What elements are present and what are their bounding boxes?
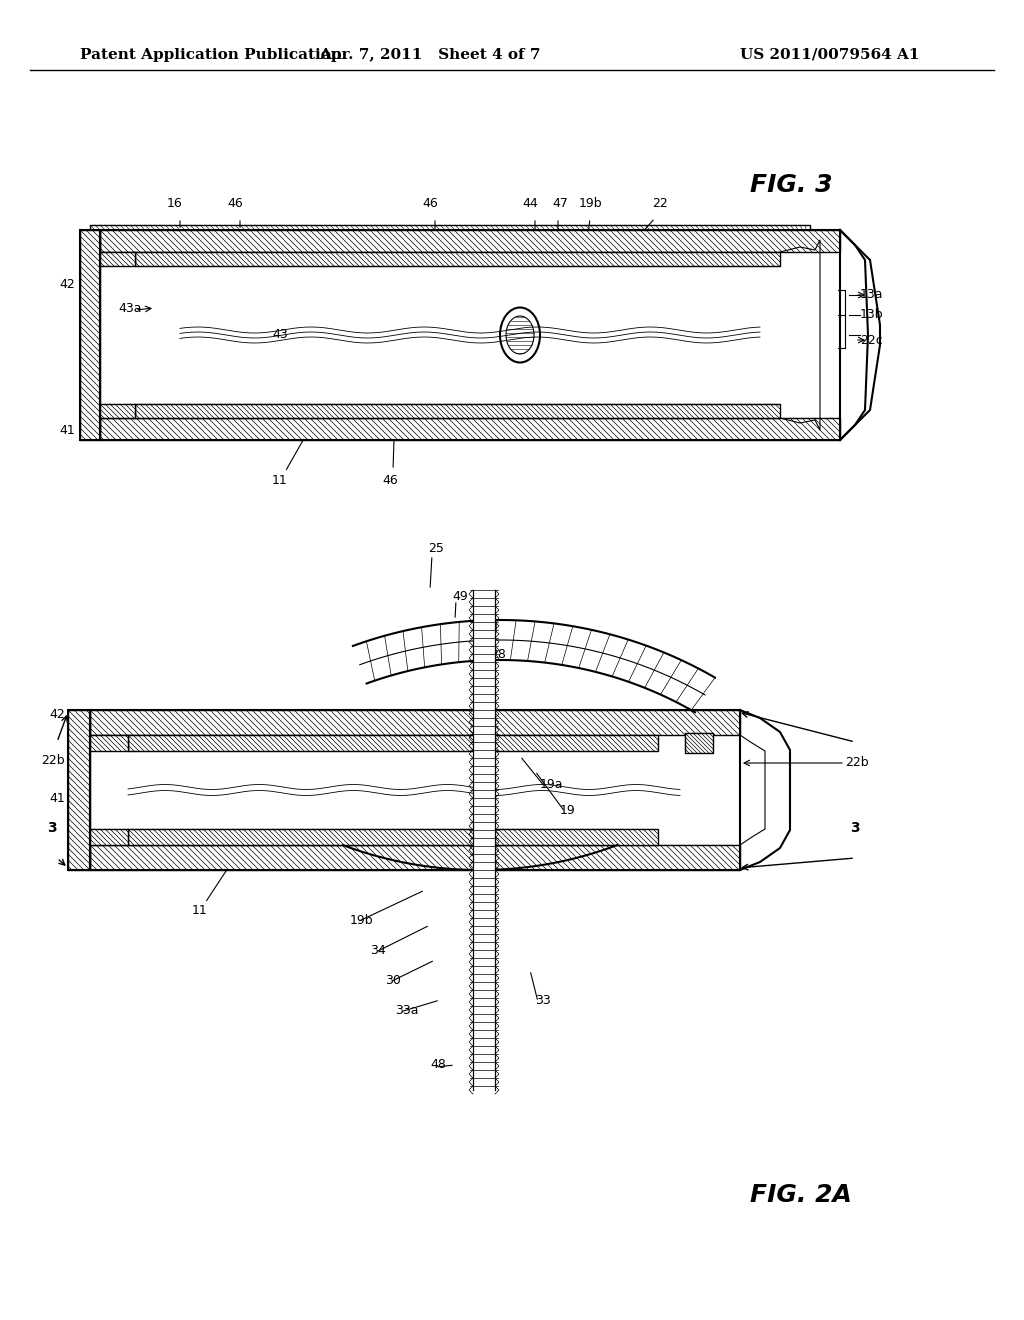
Text: 13b: 13b (860, 309, 884, 322)
Text: 22: 22 (652, 197, 668, 210)
Text: 43: 43 (155, 731, 171, 744)
Text: 19b: 19b (579, 197, 602, 210)
Text: 42: 42 (59, 279, 75, 292)
Bar (112, 247, 788, 413)
Text: 3: 3 (850, 821, 860, 836)
Bar (90, 829, 128, 845)
Text: 28: 28 (490, 648, 506, 661)
Text: 13a: 13a (860, 289, 884, 301)
Text: 41: 41 (59, 424, 75, 437)
Text: 41: 41 (49, 792, 65, 804)
Bar (90, 751, 128, 829)
Bar (90, 735, 128, 751)
Text: 11: 11 (193, 903, 208, 916)
Text: 52: 52 (218, 726, 233, 739)
Bar (100, 418, 840, 440)
Bar (90, 710, 740, 870)
Bar (685, 733, 713, 752)
Text: 43a: 43a (118, 301, 141, 314)
Text: 49: 49 (452, 590, 468, 602)
Bar (68, 710, 90, 870)
Text: 22b: 22b (845, 755, 868, 768)
Text: 33a: 33a (395, 1003, 419, 1016)
Bar (100, 230, 840, 440)
Bar (90, 710, 740, 735)
Text: 29: 29 (315, 714, 331, 726)
Bar (100, 230, 840, 252)
Text: 48: 48 (430, 1059, 445, 1072)
Text: 22: 22 (115, 731, 131, 744)
Text: 19: 19 (560, 804, 575, 817)
Text: 30: 30 (385, 974, 400, 986)
Text: 25: 25 (428, 541, 443, 554)
Bar (473, 590, 495, 1090)
Text: 42: 42 (49, 709, 65, 722)
Text: 16: 16 (167, 197, 183, 210)
Text: 34: 34 (370, 944, 386, 957)
Bar (68, 710, 90, 870)
Text: 47: 47 (480, 1003, 496, 1016)
Text: FIG. 2A: FIG. 2A (750, 1183, 852, 1206)
Bar (90, 224, 810, 247)
Text: US 2011/0079564 A1: US 2011/0079564 A1 (740, 48, 920, 62)
Bar (128, 751, 658, 829)
Bar (80, 230, 100, 440)
Text: FIG. 3: FIG. 3 (750, 173, 833, 197)
Text: 47: 47 (552, 197, 568, 210)
Text: 51: 51 (240, 726, 256, 739)
Bar (135, 267, 780, 404)
Bar (135, 404, 780, 418)
Bar (90, 845, 740, 870)
Text: 33: 33 (535, 994, 551, 1006)
Bar (135, 267, 780, 404)
Text: 46: 46 (422, 197, 438, 210)
Text: 46: 46 (227, 197, 243, 210)
Text: 43: 43 (272, 329, 288, 342)
Bar (100, 404, 135, 418)
Text: 46: 46 (382, 474, 398, 487)
Text: 19b: 19b (350, 913, 374, 927)
Text: 22b: 22b (41, 754, 65, 767)
Text: Apr. 7, 2011   Sheet 4 of 7: Apr. 7, 2011 Sheet 4 of 7 (319, 48, 541, 62)
Text: Patent Application Publication: Patent Application Publication (80, 48, 342, 62)
Bar (128, 735, 658, 751)
Text: 3: 3 (47, 821, 56, 836)
Bar (100, 252, 135, 267)
Text: 11: 11 (272, 474, 288, 487)
Text: 44: 44 (522, 197, 538, 210)
Text: 53: 53 (195, 726, 211, 739)
Bar (135, 252, 780, 267)
Text: 22c: 22c (860, 334, 883, 346)
Text: 44: 44 (280, 722, 296, 734)
Bar (80, 230, 100, 440)
Bar (128, 829, 658, 845)
Text: 19a: 19a (540, 779, 563, 792)
